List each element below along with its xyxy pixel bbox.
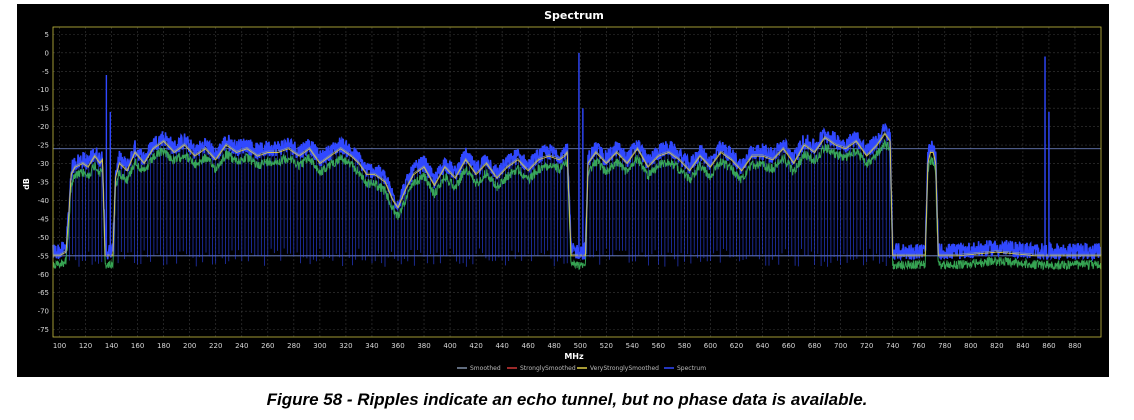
- x-tick-label: 240: [235, 342, 248, 350]
- x-tick-label: 720: [860, 342, 873, 350]
- series-layer: [52, 52, 1102, 271]
- x-tick-label: 440: [495, 342, 508, 350]
- x-tick-label: 360: [391, 342, 404, 350]
- y-tick-label: 5: [45, 31, 49, 39]
- y-tick-label: -15: [38, 105, 49, 113]
- x-tick-label: 500: [574, 342, 587, 350]
- y-tick-label: -40: [38, 197, 49, 205]
- x-axis-label: MHz: [564, 352, 584, 361]
- y-tick-label: -75: [38, 326, 49, 334]
- legend: Smoothed StronglySmoothed VeryStronglySmoo…: [457, 365, 706, 372]
- y-tick-label: -20: [38, 123, 49, 131]
- y-axis-ticks: 5 0 -5 -10 -15 -20 -25 -30 -35 -40 -45 -50 -55 -60 -65…: [38, 31, 49, 334]
- x-tick-label: 300: [313, 342, 326, 350]
- x-tick-label: 740: [886, 342, 899, 350]
- x-tick-label: 680: [808, 342, 821, 350]
- y-tick-label: -65: [38, 289, 49, 297]
- x-tick-label: 660: [782, 342, 795, 350]
- x-tick-label: 180: [157, 342, 170, 350]
- y-tick-label: -60: [38, 271, 49, 279]
- very-strongly-smoothed-series-line: [53, 133, 1101, 257]
- x-tick-label: 520: [600, 342, 613, 350]
- y-axis-label: dB: [22, 178, 31, 190]
- chart-panel: Spectrum 5 0 -5 -10 -15 -20 -25 -30 -35 -40 -45 -50…: [17, 4, 1109, 377]
- x-tick-label: 820: [990, 342, 1003, 350]
- x-tick-label: 280: [287, 342, 300, 350]
- y-tick-label: -70: [38, 308, 49, 316]
- spectrum-chart: Spectrum 5 0 -5 -10 -15 -20 -25 -30 -35 -40 -45 -50…: [22, 9, 1102, 372]
- x-tick-label: 380: [417, 342, 430, 350]
- chart-title: Spectrum: [544, 9, 604, 22]
- legend-entry: StronglySmoothed: [520, 365, 576, 372]
- plot-border: [52, 26, 1102, 338]
- x-tick-label: 620: [730, 342, 743, 350]
- legend-entry: Spectrum: [677, 365, 706, 372]
- x-tick-label: 540: [626, 342, 639, 350]
- y-tick-label: -45: [38, 215, 49, 223]
- x-tick-label: 600: [704, 342, 717, 350]
- y-tick-label: -30: [38, 160, 49, 168]
- x-tick-label: 700: [834, 342, 847, 350]
- y-tick-label: -55: [38, 252, 49, 260]
- x-tick-label: 320: [339, 342, 352, 350]
- x-tick-label: 480: [548, 342, 561, 350]
- legend-entry: VeryStronglySmoothed: [590, 365, 659, 372]
- x-tick-label: 400: [443, 342, 456, 350]
- x-tick-label: 860: [1042, 342, 1055, 350]
- x-axis-ticks: 100 120 140 160 180 200 220 240 260 280 300 320 340 3…: [53, 342, 1082, 350]
- y-tick-label: 0: [45, 49, 49, 57]
- x-tick-label: 760: [912, 342, 925, 350]
- y-tick-label: -5: [42, 68, 49, 76]
- x-tick-label: 460: [521, 342, 534, 350]
- legend-entry: Smoothed: [470, 365, 501, 372]
- y-tick-label: -50: [38, 234, 49, 242]
- reference-lines: [53, 148, 1101, 257]
- x-tick-label: 640: [756, 342, 769, 350]
- y-tick-label: -25: [38, 142, 49, 150]
- spectrum-comb-lines: [68, 135, 890, 267]
- x-tick-label: 780: [938, 342, 951, 350]
- x-tick-label: 340: [365, 342, 378, 350]
- x-tick-label: 120: [79, 342, 92, 350]
- spectrum-comb: [68, 135, 890, 267]
- grid: [53, 27, 1101, 337]
- x-tick-label: 840: [1016, 342, 1029, 350]
- x-tick-label: 800: [964, 342, 977, 350]
- x-tick-label: 420: [469, 342, 482, 350]
- x-tick-label: 140: [105, 342, 118, 350]
- spectrum-series-line: [52, 123, 1102, 262]
- x-tick-label: 880: [1068, 342, 1081, 350]
- x-tick-label: 200: [183, 342, 196, 350]
- y-tick-label: -10: [38, 86, 49, 94]
- y-tick-label: -35: [38, 179, 49, 187]
- x-tick-label: 100: [53, 342, 66, 350]
- x-tick-label: 220: [209, 342, 222, 350]
- x-tick-label: 580: [678, 342, 691, 350]
- figure-caption: Figure 58 - Ripples indicate an echo tun…: [266, 390, 868, 409]
- x-tick-label: 260: [261, 342, 274, 350]
- x-tick-label: 560: [652, 342, 665, 350]
- x-tick-label: 160: [131, 342, 144, 350]
